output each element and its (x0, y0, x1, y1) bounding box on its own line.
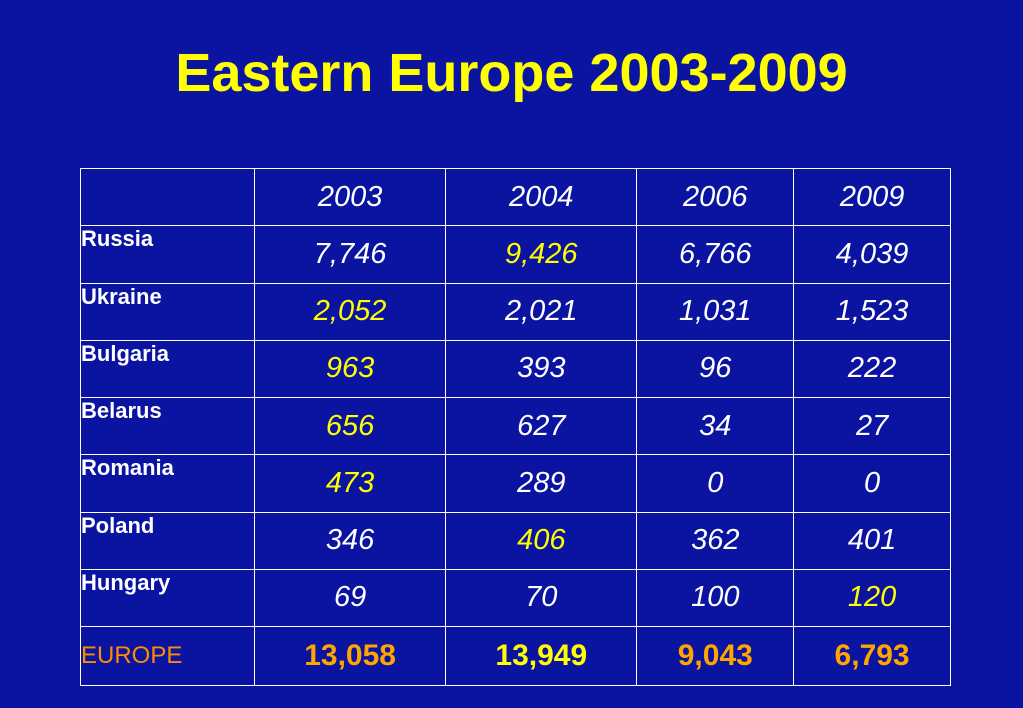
total-cell: 13,058 (253, 626, 447, 686)
column-header-year: 2004 (445, 167, 638, 227)
table-row: Ukraine 2,052 2,021 1,031 1,523 (80, 282, 951, 341)
table-cell: 6,766 (636, 225, 795, 284)
table-cell: 100 (636, 568, 795, 628)
total-row-label: EUROPE (80, 626, 255, 686)
total-cell: 13,949 (445, 626, 638, 686)
table-cell: 362 (636, 511, 795, 570)
row-label-country: Romania (80, 454, 255, 513)
table-cell: 96 (636, 339, 795, 399)
table-cell: 346 (253, 511, 447, 570)
table-cell: 393 (445, 339, 638, 399)
table-cell: 70 (445, 568, 638, 628)
table-cell: 27 (793, 396, 951, 456)
table-cell: 34 (636, 396, 795, 456)
table-cell: 7,746 (253, 225, 447, 284)
column-header-year: 2009 (793, 167, 951, 227)
table-cell: 627 (445, 396, 638, 456)
table-cell: 1,031 (636, 282, 795, 341)
table-cell: 2,052 (253, 282, 447, 341)
table-cell: 4,039 (793, 225, 951, 284)
header-row: 2003 2004 2006 2009 (80, 167, 951, 227)
total-cell: 6,793 (793, 626, 951, 686)
column-header-year: 2006 (636, 167, 795, 227)
table-cell: 1,523 (793, 282, 951, 341)
data-table: 2003 2004 2006 2009 Russia 7,746 9,426 6,76… (80, 167, 951, 686)
row-label-country: Ukraine (80, 282, 255, 341)
table-cell: 222 (793, 339, 951, 399)
table-cell: 289 (445, 454, 638, 513)
slide-title: Eastern Europe 2003-2009 (175, 43, 848, 103)
table-cell: 656 (253, 396, 447, 456)
table-row: Romania 473 289 0 0 (80, 454, 951, 513)
table-cell: 0 (636, 454, 795, 513)
total-cell: 9,043 (636, 626, 795, 686)
table-cell: 69 (253, 568, 447, 628)
row-label-country: Belarus (80, 396, 255, 456)
table-cell: 401 (793, 511, 951, 570)
table-cell: 406 (445, 511, 638, 570)
table-row: Poland 346 406 362 401 (80, 511, 951, 570)
row-label-country: Russia (80, 225, 255, 284)
row-label-country: Bulgaria (80, 339, 255, 399)
table-cell: 120 (793, 568, 951, 628)
table-row: Belarus 656 627 34 27 (80, 396, 951, 456)
total-row: EUROPE 13,058 13,949 9,043 6,793 (80, 626, 951, 686)
table-cell: 0 (793, 454, 951, 513)
corner-cell (80, 167, 255, 227)
table-cell: 2,021 (445, 282, 638, 341)
table-cell: 9,426 (445, 225, 638, 284)
table-row: Bulgaria 963 393 96 222 (80, 339, 951, 399)
table-cell: 473 (253, 454, 447, 513)
column-header-year: 2003 (253, 167, 447, 227)
table-row: Hungary 69 70 100 120 (80, 568, 951, 628)
row-label-country: Poland (80, 511, 255, 570)
table-cell: 963 (253, 339, 447, 399)
row-label-country: Hungary (80, 568, 255, 628)
table-row: Russia 7,746 9,426 6,766 4,039 (80, 225, 951, 284)
